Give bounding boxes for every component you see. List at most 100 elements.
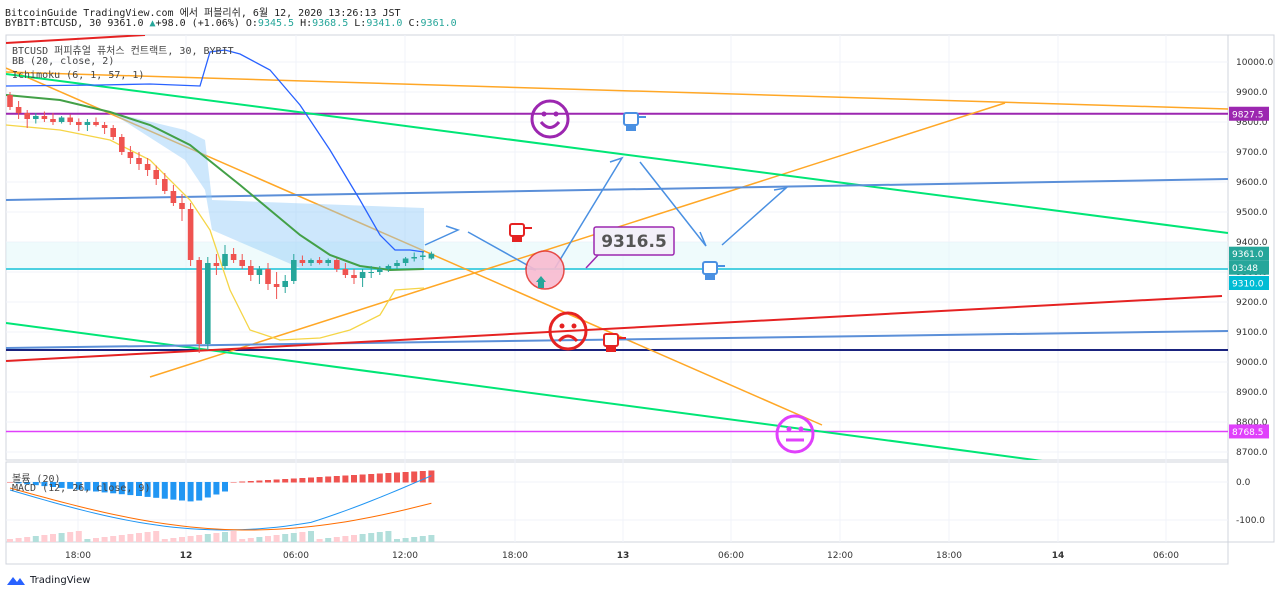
low-value: 9341.0 <box>366 18 403 29</box>
signal-line <box>9 487 432 531</box>
volume-bar <box>256 537 263 542</box>
time-axis[interactable] <box>5 541 1229 565</box>
volume-bar <box>282 534 289 542</box>
macd-histogram-bar <box>101 482 108 493</box>
legend-bb: BB (20, close, 2) <box>12 56 115 67</box>
volume-bar <box>222 532 228 542</box>
volume-bar <box>213 533 220 542</box>
macd-histogram-bar <box>222 482 228 492</box>
volume-bar <box>32 536 39 542</box>
volume-bar <box>136 533 142 542</box>
open-value: 9345.5 <box>257 18 295 29</box>
sad-face-icon <box>548 311 588 351</box>
volume-bar <box>75 531 82 542</box>
macd-tick-label: 0.0 <box>1236 478 1251 488</box>
x-axis-labels: 18:00 12 06:00 12:00 18:00 13 06:00 12:00 18:00 1… <box>65 551 1179 561</box>
macd-histogram-bar <box>376 473 383 483</box>
y-tick-label: 9200.0 <box>1236 298 1268 308</box>
volume-bar <box>58 533 65 542</box>
candle <box>368 272 374 273</box>
face-eye <box>571 323 577 329</box>
volume-bar <box>7 539 13 542</box>
candle <box>76 122 82 125</box>
y-tick-label: 9700.0 <box>1236 148 1268 158</box>
macd-histogram-bar <box>58 482 65 488</box>
hand-cuff <box>626 125 636 131</box>
volume-bar <box>239 539 246 542</box>
volume-bar <box>273 535 280 542</box>
x-tick-label: 18:00 <box>65 551 91 561</box>
macd-histogram-bar <box>299 478 306 483</box>
price-callout-box <box>593 226 675 256</box>
candle <box>213 263 220 266</box>
y-tick-label: 9100.0 <box>1236 328 1268 338</box>
volume-bar <box>376 532 383 542</box>
volume-bar <box>196 535 203 542</box>
close-label: C: <box>408 18 421 29</box>
candle <box>359 272 366 278</box>
neutral-face-icon <box>775 414 815 454</box>
orange-rising-line <box>149 102 1006 378</box>
macd-histogram-bar <box>333 476 340 483</box>
face-eye <box>541 111 547 117</box>
volume-bar <box>24 537 31 542</box>
macd-histogram-bar <box>161 482 168 499</box>
macd-histogram-bar <box>256 480 263 483</box>
macd-histogram-bar <box>7 482 13 483</box>
volume-bar <box>67 532 74 542</box>
volume-bar <box>204 534 211 542</box>
price-tag <box>1229 246 1269 261</box>
y-tick-label: 9800.0 <box>1236 118 1268 128</box>
candle <box>385 266 392 269</box>
price-tag <box>1229 424 1269 439</box>
face-eye <box>798 426 804 432</box>
high-label: H: <box>300 18 313 29</box>
happy-face-icon <box>530 99 570 139</box>
macd-histogram-bar <box>118 482 125 495</box>
hand-pointer-icon <box>623 112 639 126</box>
price-tag-text: 9361.0 <box>1232 250 1264 260</box>
footer-brand[interactable]: TradingView <box>6 574 90 586</box>
price-change: +98.0 (+1.06%) <box>155 18 240 29</box>
volume-bar <box>299 532 306 542</box>
arrow-up-right <box>554 156 624 269</box>
ichimoku-cloud <box>110 112 424 268</box>
arrow-down-right <box>639 161 707 247</box>
candle <box>144 164 151 170</box>
macd-histogram-bar <box>359 474 366 483</box>
candle <box>127 152 134 158</box>
close-value: 9361.0 <box>420 18 457 29</box>
macd-histogram-bar <box>247 481 254 483</box>
candle <box>41 116 48 119</box>
x-tick-label: 06:00 <box>283 551 309 561</box>
annotations: 9316.5 <box>424 99 815 454</box>
volume-bar <box>290 533 297 542</box>
y-tick-label: 9900.0 <box>1236 88 1268 98</box>
indicator-pane[interactable] <box>5 461 1229 543</box>
candle <box>299 260 306 263</box>
candle <box>394 263 400 266</box>
low-label: L: <box>354 18 367 29</box>
face-eye <box>559 323 565 329</box>
candle <box>50 119 56 122</box>
volume-bar <box>230 531 237 542</box>
candle <box>334 260 340 269</box>
volume-bar <box>41 535 48 542</box>
macd-histogram-bar <box>84 482 91 491</box>
blue-upper-line <box>6 178 1228 201</box>
macd-histogram-bar <box>144 482 151 497</box>
macd-histogram-bar <box>419 471 426 483</box>
y-tick-label: 8800.0 <box>1236 418 1268 428</box>
volume-bar <box>308 531 314 542</box>
candle <box>170 191 177 203</box>
candle <box>420 255 426 257</box>
volume-bar <box>342 536 349 542</box>
volume-bar <box>247 538 254 542</box>
volume-bar <box>368 533 375 542</box>
volume-bar <box>170 538 177 542</box>
legend-main: BTCUSD 퍼피츄얼 퓨처스 컨트랙트, 30, BYBIT <box>12 46 234 57</box>
candle <box>230 254 237 260</box>
candle <box>84 122 91 125</box>
macd-histogram-bar <box>50 482 56 487</box>
